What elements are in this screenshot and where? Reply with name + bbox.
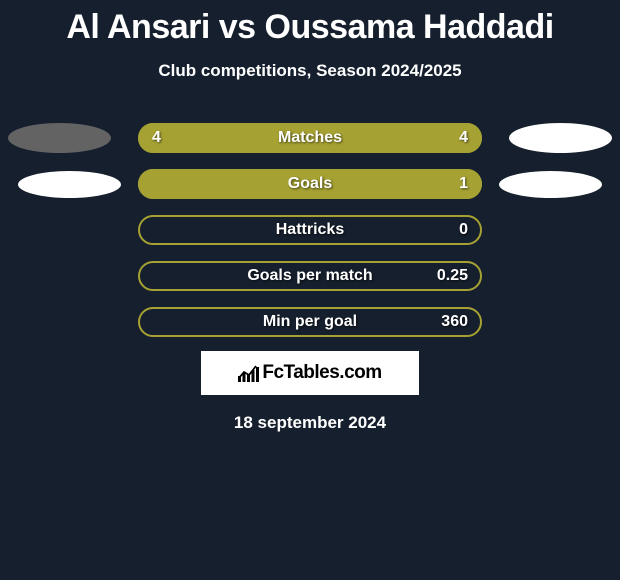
stat-bar: 4 Matches 4 <box>138 123 482 153</box>
logo-box: FcTables.com <box>201 351 419 395</box>
stat-label: Goals per match <box>247 267 372 285</box>
oval-left-icon <box>18 171 121 198</box>
stat-label: Goals <box>288 175 332 193</box>
main-container: Al Ansari vs Oussama Haddadi Club compet… <box>0 0 620 433</box>
stat-row: Goals 1 <box>0 169 620 199</box>
logo-content: FcTables.com <box>238 362 381 384</box>
date-text: 18 september 2024 <box>0 413 620 433</box>
stat-bar: Goals per match 0.25 <box>138 261 482 291</box>
stat-row: 4 Matches 4 <box>0 123 620 153</box>
stat-row: Hattricks 0 <box>0 215 620 245</box>
subtitle: Club competitions, Season 2024/2025 <box>0 61 620 81</box>
stat-value-right: 0 <box>459 221 468 239</box>
stats-section: 4 Matches 4 Goals 1 Hattricks 0 Goals per match… <box>0 123 620 337</box>
stat-label: Hattricks <box>276 221 344 239</box>
logo-text: FcTables.com <box>262 362 381 384</box>
stat-bar: Goals 1 <box>138 169 482 199</box>
stat-label: Matches <box>278 129 342 147</box>
stat-row: Min per goal 360 <box>0 307 620 337</box>
stat-value-left: 4 <box>152 129 161 147</box>
stat-label: Min per goal <box>263 313 357 331</box>
chart-icon <box>238 364 260 382</box>
oval-left-icon <box>8 123 111 153</box>
oval-right-icon <box>509 123 612 153</box>
stat-value-right: 1 <box>459 175 468 193</box>
stat-bar: Hattricks 0 <box>138 215 482 245</box>
stat-row: Goals per match 0.25 <box>0 261 620 291</box>
page-title: Al Ansari vs Oussama Haddadi <box>0 8 620 47</box>
stat-value-right: 4 <box>459 129 468 147</box>
stat-value-right: 0.25 <box>437 267 468 285</box>
stat-value-right: 360 <box>441 313 468 331</box>
oval-right-icon <box>499 171 602 198</box>
stat-bar: Min per goal 360 <box>138 307 482 337</box>
